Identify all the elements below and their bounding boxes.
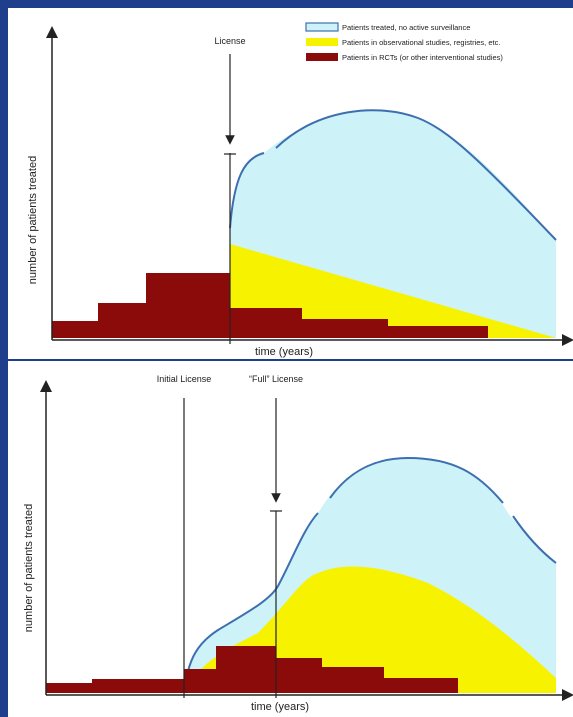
top-panel: License number of patients treated time …	[27, 26, 573, 358]
legend-swatch-observational	[306, 38, 338, 46]
top-xlabel: time (years)	[255, 346, 313, 358]
legend-label-untreated: Patients treated, no active surveillance	[342, 23, 470, 32]
top-license-label: License	[214, 36, 245, 46]
figure-frame: License number of patients treated time …	[8, 8, 573, 717]
bottom-xlabel: time (years)	[251, 701, 309, 713]
bottom-ylabel: number of patients treated	[23, 504, 35, 632]
top-rct-steps	[52, 273, 488, 338]
top-observational-area	[230, 244, 556, 338]
legend-label-rct: Patients in RCTs (or other interventiona…	[342, 53, 503, 62]
bottom-full-license-label: “Full” License	[249, 374, 303, 384]
diagram-canvas: License number of patients treated time …	[8, 22, 573, 713]
legend-label-observational: Patients in observational studies, regis…	[342, 38, 500, 47]
bottom-initial-license-label: Initial License	[157, 374, 212, 384]
legend: Patients treated, no active surveillance…	[305, 22, 503, 62]
top-ylabel: number of patients treated	[27, 156, 39, 284]
bottom-rct-steps	[46, 646, 458, 693]
top-untreated-curve	[229, 109, 557, 241]
bottom-panel: Initial License “Full” License number of…	[23, 374, 573, 713]
legend-swatch-rct	[306, 53, 338, 61]
bottom-untreated-curve	[183, 456, 557, 694]
legend-swatch-untreated	[305, 22, 339, 32]
